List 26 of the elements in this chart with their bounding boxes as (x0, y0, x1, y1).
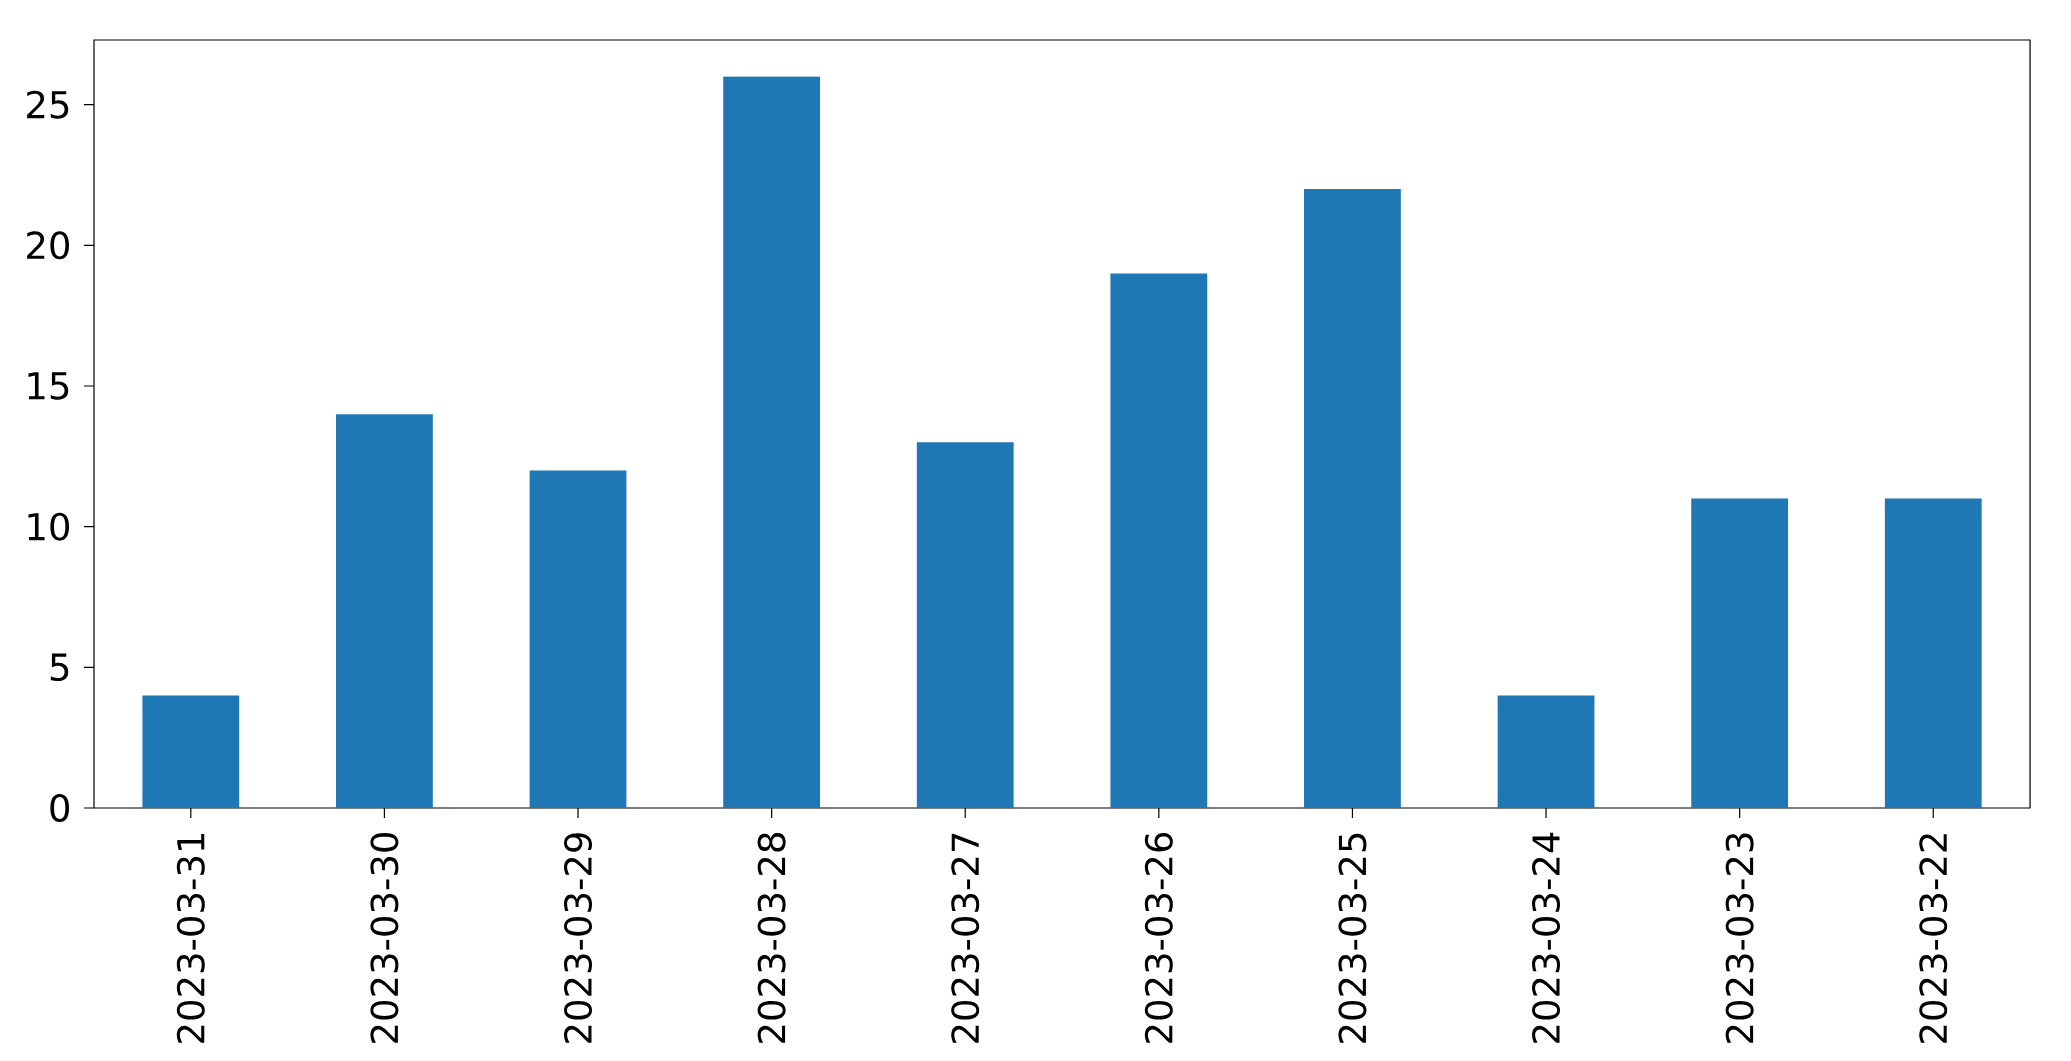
y-tick-label: 15 (28, 372, 69, 400)
x-tick-label: 2023-03-25 (1338, 833, 1367, 1043)
bar (1884, 498, 1982, 808)
bar (1110, 273, 1208, 808)
y-tick-label: 5 (50, 653, 69, 682)
bar (723, 76, 821, 808)
x-tick-label: 2023-03-29 (564, 833, 592, 1043)
y-tick-label: 10 (28, 512, 69, 541)
y-tick-label: 0 (50, 794, 70, 822)
bar (1304, 189, 1401, 808)
x-tick-label: 2023-03-30 (370, 833, 399, 1043)
x-tick-label: 2023-03-27 (951, 833, 980, 1043)
x-tick-label: 2023-03-23 (1725, 833, 1754, 1043)
x-tick-label: 2023-03-22 (1919, 834, 1948, 1043)
x-tick-label: 2023-03-26 (1144, 832, 1173, 1043)
y-tick-label: 20 (27, 231, 69, 260)
bar (1497, 695, 1595, 808)
bar (142, 695, 240, 808)
x-tick-label: 2023-03-24 (1532, 832, 1561, 1043)
x-tick-label: 2023-03-28 (757, 833, 786, 1043)
y-tick-label: 25 (27, 90, 69, 119)
x-tick-label: 2023-03-31 (176, 834, 205, 1043)
bar (336, 414, 433, 808)
bar (1691, 498, 1789, 808)
bar (916, 442, 1014, 808)
bar (529, 470, 627, 808)
